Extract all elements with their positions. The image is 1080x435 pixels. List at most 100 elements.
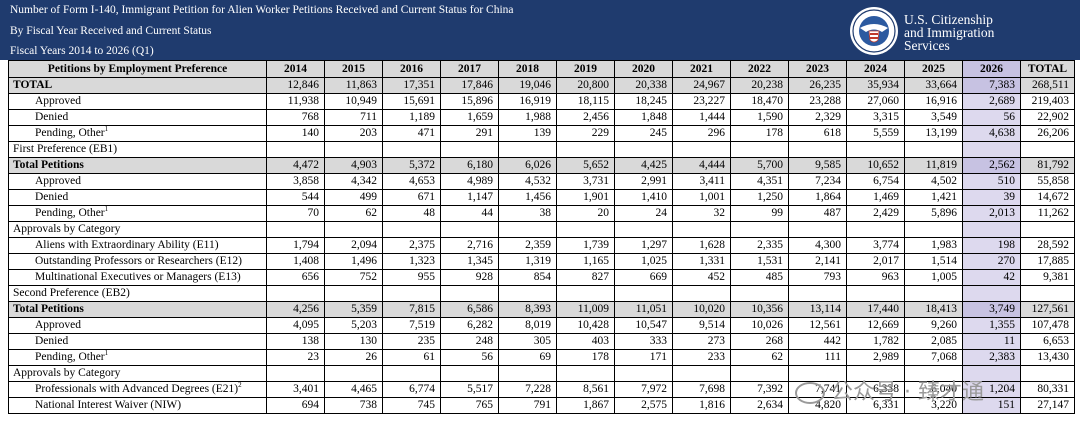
value-cell: 6,774 [382, 381, 441, 398]
value-cell: 1,408 [266, 253, 325, 270]
value-cell: 2,085 [904, 333, 963, 350]
value-cell: 4,465 [324, 381, 383, 398]
value-cell [498, 141, 557, 158]
value-cell: 26,206 [1020, 125, 1075, 142]
value-cell: 20,800 [556, 77, 615, 94]
value-cell: 2,335 [730, 237, 789, 254]
value-cell: 2,634 [730, 397, 789, 414]
column-header-row: Petitions by Employment Preference 2014 20… [8, 60, 1075, 78]
row-label: Denied [35, 335, 69, 347]
value-cell [440, 365, 499, 382]
value-cell: 1,816 [672, 397, 731, 414]
value-cell: 4,989 [440, 173, 499, 190]
value-cell: 111 [788, 349, 847, 366]
table-row: Approved 11,938 10,949 15,691 15,896 16,919 18… [8, 93, 1075, 110]
value-cell [672, 141, 731, 158]
value-cell: 3,731 [556, 173, 615, 190]
footnote-marker: 1 [104, 205, 109, 214]
value-cell [324, 221, 383, 238]
value-cell: 768 [266, 109, 325, 126]
value-cell: 8,393 [498, 301, 557, 318]
value-cell: 471 [382, 125, 441, 142]
value-cell: 13,430 [1020, 349, 1075, 366]
value-cell: 39 [962, 189, 1021, 206]
row-label-cell: Pending, Other1 [8, 349, 267, 366]
value-cell [788, 141, 847, 158]
watermark: 公众号 · 臻才通 [795, 376, 1075, 410]
value-cell: 711 [324, 109, 383, 126]
value-cell: 791 [498, 397, 557, 414]
value-cell: 24,967 [672, 77, 731, 94]
footnote-marker: 2 [238, 381, 242, 390]
value-cell [324, 285, 383, 302]
table-row: Aliens with Extraordinary Ability (E11) 1… [8, 237, 1075, 254]
value-cell: 198 [962, 237, 1021, 254]
value-cell: 81,792 [1020, 157, 1075, 174]
value-cell: 1,739 [556, 237, 615, 254]
value-cell: 270 [962, 253, 1021, 270]
value-cell: 7,068 [904, 349, 963, 366]
row-label: Approvals by Category [13, 223, 121, 235]
value-cell [846, 221, 905, 238]
row-label-cell: Denied [8, 109, 267, 126]
value-cell: 403 [556, 333, 615, 350]
value-cell: 6,653 [1020, 333, 1075, 350]
value-cell [440, 141, 499, 158]
row-label: Total Petitions [13, 303, 84, 315]
dhs-seal-icon [850, 7, 898, 55]
value-cell: 694 [266, 397, 325, 414]
value-cell: 3,549 [904, 109, 963, 126]
value-cell: 6,026 [498, 157, 557, 174]
value-cell [498, 221, 557, 238]
value-cell: 1,794 [266, 237, 325, 254]
value-cell: 1,001 [672, 189, 731, 206]
table-row: Pending, Other1 23 26 61 56 69 178 171 233 62 111 2… [8, 349, 1075, 366]
value-cell: 18,470 [730, 93, 789, 110]
value-cell: 20 [556, 205, 615, 222]
value-cell: 745 [382, 397, 441, 414]
value-cell: 1,988 [498, 109, 557, 126]
value-cell: 1,147 [440, 189, 499, 206]
value-cell: 7,383 [962, 77, 1021, 94]
row-label-cell: Pending, Other1 [8, 125, 267, 142]
value-cell: 11,051 [614, 301, 673, 318]
row-label: Denied [35, 111, 69, 123]
value-cell: 3,858 [266, 173, 325, 190]
value-cell: 203 [324, 125, 383, 142]
value-cell [730, 365, 789, 382]
value-cell: 3,749 [962, 301, 1021, 318]
value-cell [556, 285, 615, 302]
value-cell: 20,338 [614, 77, 673, 94]
value-cell: 18,413 [904, 301, 963, 318]
value-cell: 245 [614, 125, 673, 142]
value-cell: 22,902 [1020, 109, 1075, 126]
value-cell: 2,689 [962, 93, 1021, 110]
value-cell [788, 285, 847, 302]
value-cell: 11,863 [324, 77, 383, 94]
value-cell [382, 365, 441, 382]
value-cell: 2,375 [382, 237, 441, 254]
section-header-row: First Preference (EB1) [8, 141, 1075, 158]
value-cell: 2,094 [324, 237, 383, 254]
row-label: First Preference (EB1) [13, 143, 118, 155]
value-cell: 127,561 [1020, 301, 1075, 318]
value-cell: 10,428 [556, 317, 615, 334]
value-cell: 15,691 [382, 93, 441, 110]
value-cell: 452 [672, 269, 731, 286]
value-cell: 17,440 [846, 301, 905, 318]
value-cell: 928 [440, 269, 499, 286]
row-label-cell: TOTAL [8, 77, 267, 94]
petitions-table: Petitions by Employment Preference 2014 20… [8, 60, 1075, 414]
value-cell: 27,147 [1020, 397, 1075, 414]
value-cell: 27,060 [846, 93, 905, 110]
value-cell: 17,351 [382, 77, 441, 94]
value-cell [904, 221, 963, 238]
column-header-year: 2022 [730, 60, 789, 78]
value-cell [962, 221, 1021, 238]
value-cell: 9,514 [672, 317, 731, 334]
value-cell: 1,782 [846, 333, 905, 350]
value-cell: 11,009 [556, 301, 615, 318]
value-cell: 1,250 [730, 189, 789, 206]
value-cell: 671 [382, 189, 441, 206]
row-label-cell: Second Preference (EB2) [8, 285, 267, 302]
